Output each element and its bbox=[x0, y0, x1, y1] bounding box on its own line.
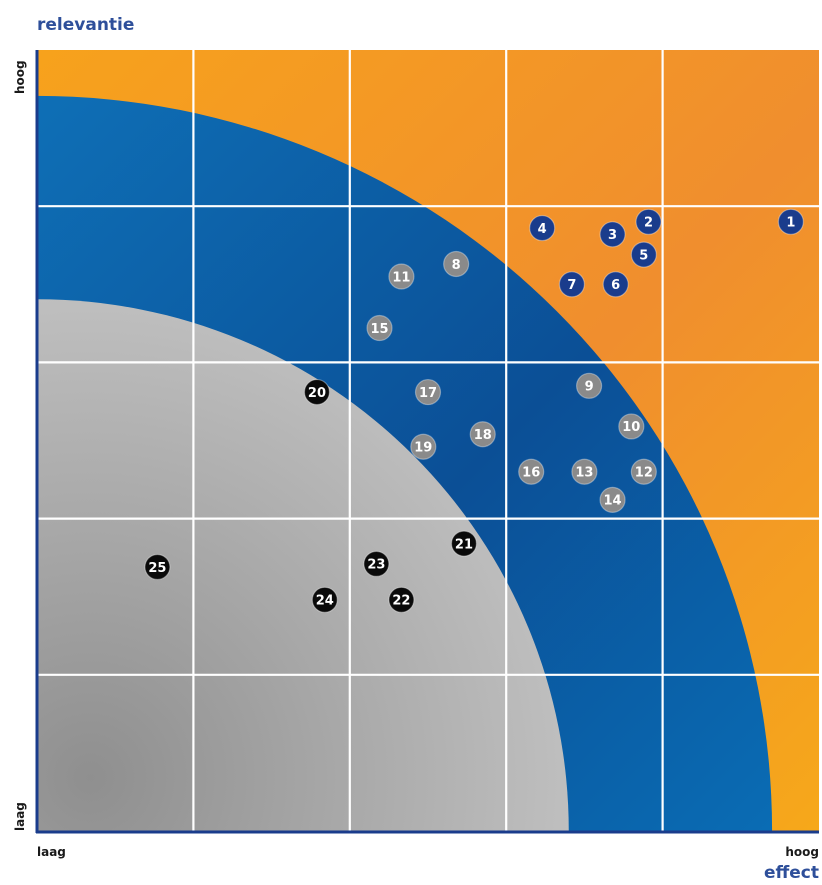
zone-low-area bbox=[37, 299, 569, 831]
data-point: 5 bbox=[630, 241, 657, 268]
x-axis-high-label: hoog bbox=[785, 845, 819, 859]
data-point-label: 15 bbox=[370, 322, 388, 337]
data-point-marker bbox=[529, 214, 556, 242]
data-point-marker bbox=[635, 208, 662, 235]
data-point-marker bbox=[575, 372, 603, 399]
data-point: 25 bbox=[144, 553, 171, 581]
data-point-marker bbox=[469, 421, 496, 448]
data-point-marker bbox=[388, 263, 415, 290]
data-point-label: 11 bbox=[392, 270, 410, 285]
data-point-marker bbox=[311, 586, 338, 613]
data-point: 14 bbox=[599, 486, 626, 513]
data-point-marker bbox=[571, 458, 598, 485]
data-point: 7 bbox=[558, 271, 585, 298]
data-point: 21 bbox=[450, 530, 478, 557]
data-point: 1 bbox=[777, 208, 804, 235]
data-point-marker bbox=[618, 413, 645, 440]
data-point-label: 25 bbox=[148, 561, 166, 576]
data-point-marker bbox=[602, 271, 629, 298]
data-point-label: 14 bbox=[604, 494, 622, 509]
data-point-label: 4 bbox=[538, 222, 547, 237]
data-point-marker bbox=[450, 530, 478, 557]
data-point-marker bbox=[366, 314, 393, 342]
data-point-label: 3 bbox=[608, 228, 617, 243]
data-point: 4 bbox=[529, 214, 556, 242]
data-point-label: 20 bbox=[308, 386, 326, 401]
data-point-marker bbox=[363, 550, 390, 577]
data-point: 18 bbox=[469, 421, 496, 448]
axes bbox=[35, 50, 819, 834]
x-axis-low-label: laag bbox=[37, 845, 66, 859]
data-point-marker bbox=[599, 221, 626, 248]
data-point-label: 24 bbox=[316, 594, 334, 609]
data-point-marker bbox=[599, 486, 626, 513]
data-point: 10 bbox=[618, 413, 645, 440]
data-point-label: 16 bbox=[522, 466, 540, 481]
data-point: 9 bbox=[575, 372, 603, 399]
data-point-marker bbox=[518, 458, 545, 485]
data-point: 3 bbox=[599, 221, 626, 248]
data-point-label: 23 bbox=[367, 558, 385, 573]
data-point-label: 17 bbox=[419, 386, 437, 401]
data-point: 2 bbox=[635, 208, 662, 235]
data-point-label: 13 bbox=[575, 466, 593, 481]
data-point-marker bbox=[144, 553, 171, 581]
data-point: 23 bbox=[363, 550, 390, 577]
data-point: 13 bbox=[571, 458, 598, 485]
data-point-marker bbox=[443, 250, 470, 278]
y-axis-low-label: laag bbox=[13, 802, 27, 831]
data-point-label: 18 bbox=[474, 428, 492, 443]
data-point-label: 10 bbox=[622, 420, 640, 435]
data-point-label: 2 bbox=[644, 216, 653, 231]
grid-lines bbox=[37, 50, 819, 831]
data-point: 17 bbox=[414, 378, 442, 406]
data-point-label: 8 bbox=[452, 258, 461, 273]
y-axis-high-label: hoog bbox=[13, 60, 27, 94]
data-point: 15 bbox=[366, 314, 393, 342]
data-point-marker bbox=[414, 378, 442, 406]
x-axis-title: effect bbox=[764, 863, 819, 883]
data-point: 20 bbox=[303, 378, 331, 406]
data-point-label: 1 bbox=[786, 216, 795, 231]
data-point-marker bbox=[410, 433, 437, 460]
data-point: 11 bbox=[388, 263, 415, 290]
data-point-marker bbox=[777, 208, 804, 235]
data-point-marker bbox=[630, 458, 657, 485]
y-axis-title: relevantie bbox=[37, 15, 134, 35]
data-point: 8 bbox=[443, 250, 470, 278]
data-point-label: 22 bbox=[392, 594, 410, 609]
plot-area bbox=[37, 50, 819, 831]
data-point: 6 bbox=[602, 271, 629, 298]
data-point: 12 bbox=[630, 458, 657, 485]
data-point: 22 bbox=[388, 586, 415, 613]
data-point-label: 12 bbox=[635, 466, 653, 481]
data-point-label: 5 bbox=[639, 248, 648, 263]
data-points: 1234567891011121314151617181920212223242… bbox=[144, 208, 804, 613]
data-point-label: 21 bbox=[455, 537, 473, 552]
data-point: 16 bbox=[518, 458, 545, 485]
data-point-label: 7 bbox=[567, 278, 576, 293]
data-point-label: 6 bbox=[611, 278, 620, 293]
data-point-label: 19 bbox=[414, 441, 432, 456]
data-point: 19 bbox=[410, 433, 437, 460]
data-point-label: 9 bbox=[585, 380, 594, 395]
data-point-marker bbox=[630, 241, 657, 268]
data-point-marker bbox=[388, 586, 415, 613]
data-point: 24 bbox=[311, 586, 338, 613]
data-point-marker bbox=[303, 378, 331, 406]
data-point-marker bbox=[558, 271, 585, 298]
